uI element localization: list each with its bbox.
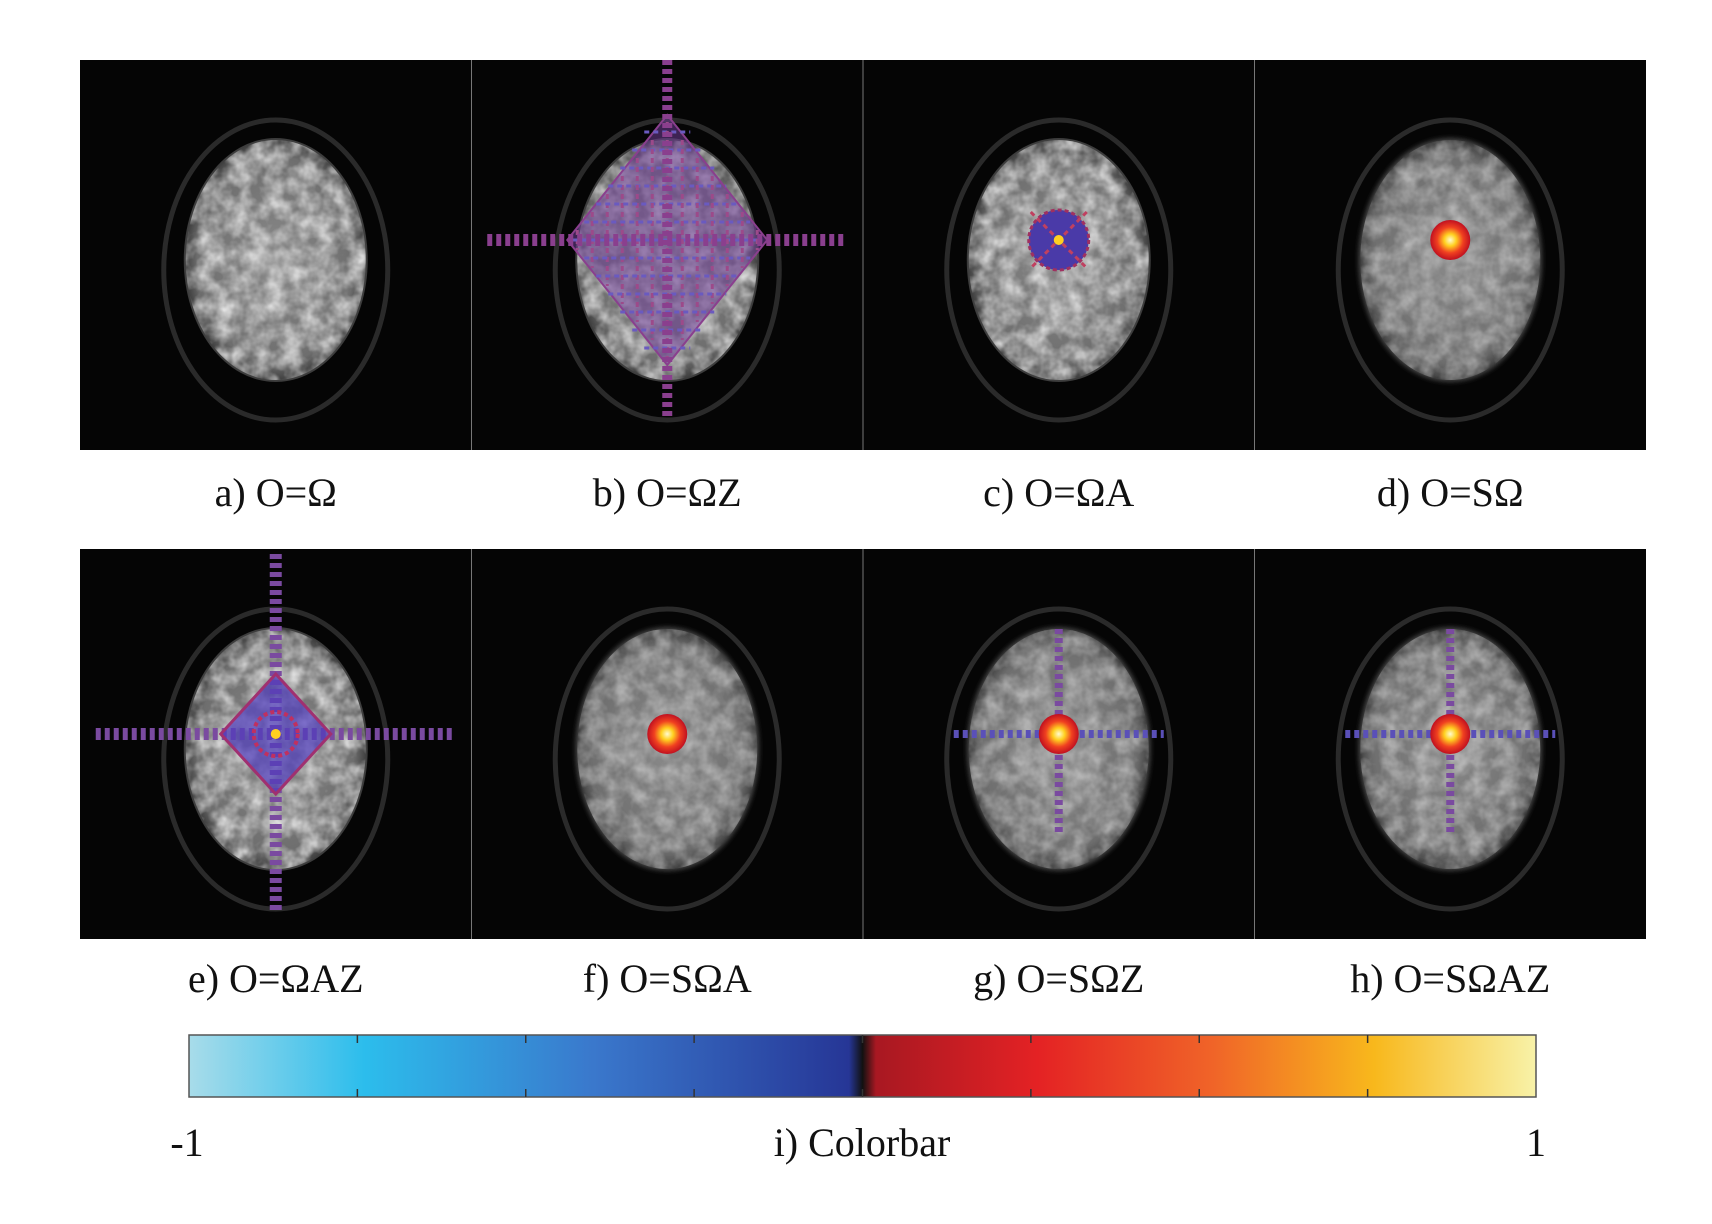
panel [80, 549, 472, 939]
panel [862, 60, 1255, 450]
colorbar [188, 1034, 1537, 1098]
colorbar-min: -1 [170, 1120, 203, 1165]
skull-outline [161, 117, 391, 423]
skull-outline [1335, 117, 1565, 423]
overlay [647, 714, 688, 754]
panel [862, 549, 1255, 939]
panel [1254, 60, 1646, 450]
panel [1254, 549, 1646, 939]
panel-label: c) O=ΩA [983, 470, 1134, 515]
overlay [1430, 220, 1471, 260]
skull-outline [1335, 606, 1565, 912]
panel-label: f) O=SΩA [583, 956, 752, 1001]
panel-label: b) O=ΩZ [593, 470, 742, 515]
panel [80, 60, 472, 450]
panel-label: e) O=ΩAZ [188, 956, 364, 1001]
colorbar-label: i) Colorbar [774, 1120, 951, 1165]
panel-label: h) O=SΩAZ [1350, 956, 1550, 1001]
overlay [251, 710, 300, 758]
overlay [270, 729, 281, 739]
skull-outline [944, 117, 1174, 423]
panel [471, 549, 863, 939]
panel [471, 60, 863, 450]
colorbar-max: 1 [1526, 1120, 1546, 1165]
panel-label: a) O=Ω [215, 470, 337, 515]
panel-label: d) O=SΩ [1377, 470, 1524, 515]
skull-outline [944, 606, 1174, 912]
overlay [1430, 714, 1471, 754]
overlay [1038, 714, 1079, 754]
colorbar-ticks [356, 1035, 1369, 1097]
skull-outline [552, 606, 782, 912]
panel-grid: a) O=Ω b) O=ΩZ c) O=ΩA d) O=SΩ e) O=ΩAZ f) O=… [80, 60, 1646, 1001]
overlay [1053, 235, 1064, 245]
panel-label: g) O=SΩZ [973, 956, 1144, 1001]
brain-texture [185, 140, 366, 380]
